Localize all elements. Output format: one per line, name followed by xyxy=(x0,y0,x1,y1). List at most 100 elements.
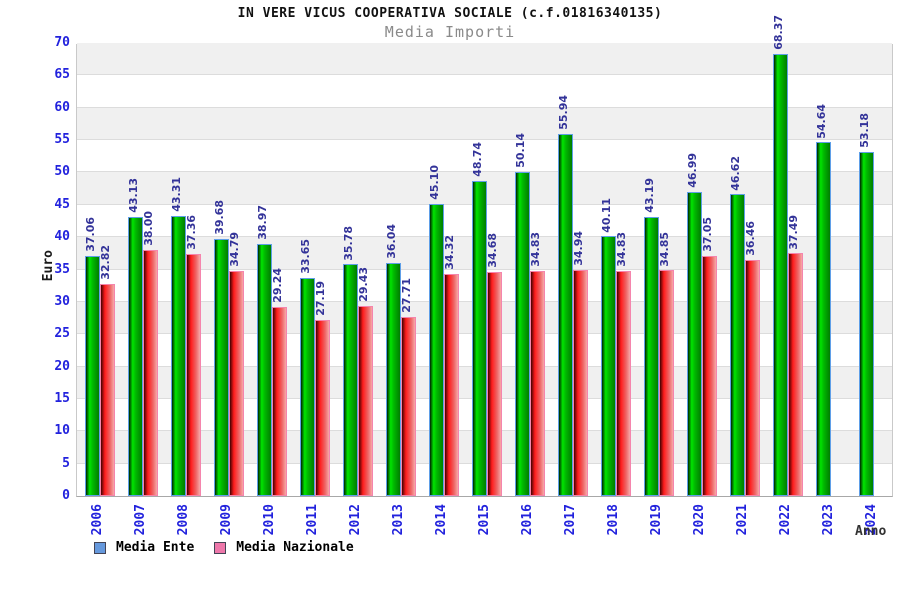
gridline xyxy=(77,139,892,141)
bar-media-nazionale-2012 xyxy=(357,305,373,496)
y-tick-label: 5 xyxy=(62,455,70,471)
y-tick-label: 50 xyxy=(54,164,70,180)
bar-value-label: 43.19 xyxy=(643,177,656,213)
bar-media-nazionale-2022 xyxy=(787,253,803,496)
bar-media-ente-2016 xyxy=(514,171,530,496)
bar-media-ente-2018 xyxy=(600,236,616,496)
x-tick-label-2021: 2021 xyxy=(734,504,750,536)
legend-item-media-ente: Media Ente xyxy=(94,540,194,555)
bar-media-ente-2011 xyxy=(299,278,315,496)
bar-media-ente-2012 xyxy=(342,264,358,496)
y-tick-label: 40 xyxy=(54,229,70,245)
x-tick-label-2016: 2016 xyxy=(519,504,535,536)
bar-media-ente-2013 xyxy=(385,262,401,496)
bar-value-label: 27.19 xyxy=(314,281,327,317)
bar-media-ente-2008 xyxy=(170,215,186,496)
chart-title: IN VERE VICUS COOPERATIVA SOCIALE (c.f.0… xyxy=(237,6,663,21)
bar-value-label: 34.85 xyxy=(658,231,671,267)
bar-value-label: 54.64 xyxy=(815,103,828,139)
y-tick-label: 20 xyxy=(54,358,70,374)
bar-media-nazionale-2007 xyxy=(142,250,158,496)
x-tick-label-2017: 2017 xyxy=(562,504,578,536)
legend-item-media-nazionale: Media Nazionale xyxy=(214,540,354,555)
legend-label-media-ente: Media Ente xyxy=(116,540,195,555)
bar-value-label: 27.71 xyxy=(400,277,413,313)
bar-value-label: 46.62 xyxy=(729,155,742,191)
bar-media-ente-2020 xyxy=(686,191,702,496)
bar-value-label: 37.06 xyxy=(84,217,97,253)
x-tick-label-2023: 2023 xyxy=(820,504,836,536)
x-axis-title: Anno xyxy=(855,524,887,539)
gridline xyxy=(77,171,892,173)
plot-area: 37.06 32.82 43.13 38.00 43.31 37.36 39.68 34.79… xyxy=(76,15,893,497)
y-tick-label: 60 xyxy=(54,99,70,115)
bar-media-ente-2010 xyxy=(256,243,272,496)
bar-value-label: 40.11 xyxy=(600,197,613,233)
bar-value-label: 34.32 xyxy=(443,235,456,270)
bar-value-label: 38.97 xyxy=(256,205,269,240)
legend-label-media-nazionale: Media Nazionale xyxy=(236,540,354,555)
bar-value-label: 46.99 xyxy=(686,153,699,188)
legend-swatch-media-nazionale xyxy=(214,541,227,554)
bar-value-label: 37.36 xyxy=(185,215,198,251)
bar-media-nazionale-2008 xyxy=(185,254,201,496)
x-tick-label-2006: 2006 xyxy=(89,504,105,536)
bar-media-ente-2014 xyxy=(428,204,444,496)
bar-value-label: 38.00 xyxy=(142,211,155,247)
bar-media-nazionale-2019 xyxy=(658,270,674,496)
bar-media-nazionale-2018 xyxy=(615,270,631,496)
x-tick-label-2011: 2011 xyxy=(304,504,320,536)
bar-media-ente-2017 xyxy=(557,134,573,496)
bar-value-label: 68.37 xyxy=(772,14,785,50)
bar-media-ente-2006 xyxy=(84,256,100,496)
y-tick-label: 0 xyxy=(62,488,70,503)
bar-value-label: 34.83 xyxy=(615,231,628,267)
gridline xyxy=(77,106,892,108)
bar-value-label: 48.74 xyxy=(471,141,484,177)
x-tick-label-2022: 2022 xyxy=(777,504,793,536)
bar-media-nazionale-2015 xyxy=(486,271,502,496)
legend: Media Ente Media Nazionale xyxy=(94,540,354,555)
plot-band xyxy=(77,43,892,76)
bar-value-label: 36.04 xyxy=(385,223,398,259)
bar-media-nazionale-2010 xyxy=(271,306,287,496)
bar-media-nazionale-2006 xyxy=(99,283,115,496)
legend-swatch-media-ente xyxy=(94,541,106,554)
bar-value-label: 34.68 xyxy=(486,232,499,268)
y-tick-label: 30 xyxy=(54,293,70,309)
x-tick-label-2014: 2014 xyxy=(433,504,449,536)
bar-value-label: 43.13 xyxy=(127,178,140,213)
bar-media-ente-2023 xyxy=(815,142,831,496)
plot-band xyxy=(77,140,892,173)
x-tick-label-2012: 2012 xyxy=(347,504,363,536)
y-tick-label: 15 xyxy=(54,390,70,406)
bar-value-label: 50.14 xyxy=(514,132,527,168)
chart-subtitle: Media Importi xyxy=(384,23,516,41)
bar-media-nazionale-2017 xyxy=(572,269,588,496)
x-tick-label-2019: 2019 xyxy=(648,504,664,536)
y-tick-label: 70 xyxy=(54,35,70,50)
bar-media-ente-2007 xyxy=(127,216,143,496)
bar-value-label: 34.79 xyxy=(228,232,241,267)
x-tick-label-2018: 2018 xyxy=(605,504,621,536)
x-tick-label-2015: 2015 xyxy=(476,504,492,536)
bar-value-label: 36.46 xyxy=(744,221,757,257)
bar-media-nazionale-2021 xyxy=(744,260,760,496)
bar-value-label: 35.78 xyxy=(342,225,355,261)
bar-value-label: 55.94 xyxy=(557,95,570,130)
bar-media-nazionale-2013 xyxy=(400,316,416,496)
bar-value-label: 37.05 xyxy=(701,217,714,253)
bar-media-ente-2024 xyxy=(858,151,874,496)
x-tick-label-2008: 2008 xyxy=(175,504,191,536)
bar-media-nazionale-2020 xyxy=(701,256,717,496)
bar-value-label: 37.49 xyxy=(787,214,800,250)
bar-value-label: 34.83 xyxy=(529,231,542,267)
plot-band xyxy=(77,75,892,108)
bar-value-label: 53.18 xyxy=(858,113,871,148)
bar-media-ente-2009 xyxy=(213,239,229,496)
x-tick-label-2013: 2013 xyxy=(390,504,406,536)
bar-media-nazionale-2016 xyxy=(529,270,545,496)
bar-value-label: 39.68 xyxy=(213,200,226,236)
x-tick-label-2020: 2020 xyxy=(691,504,707,536)
